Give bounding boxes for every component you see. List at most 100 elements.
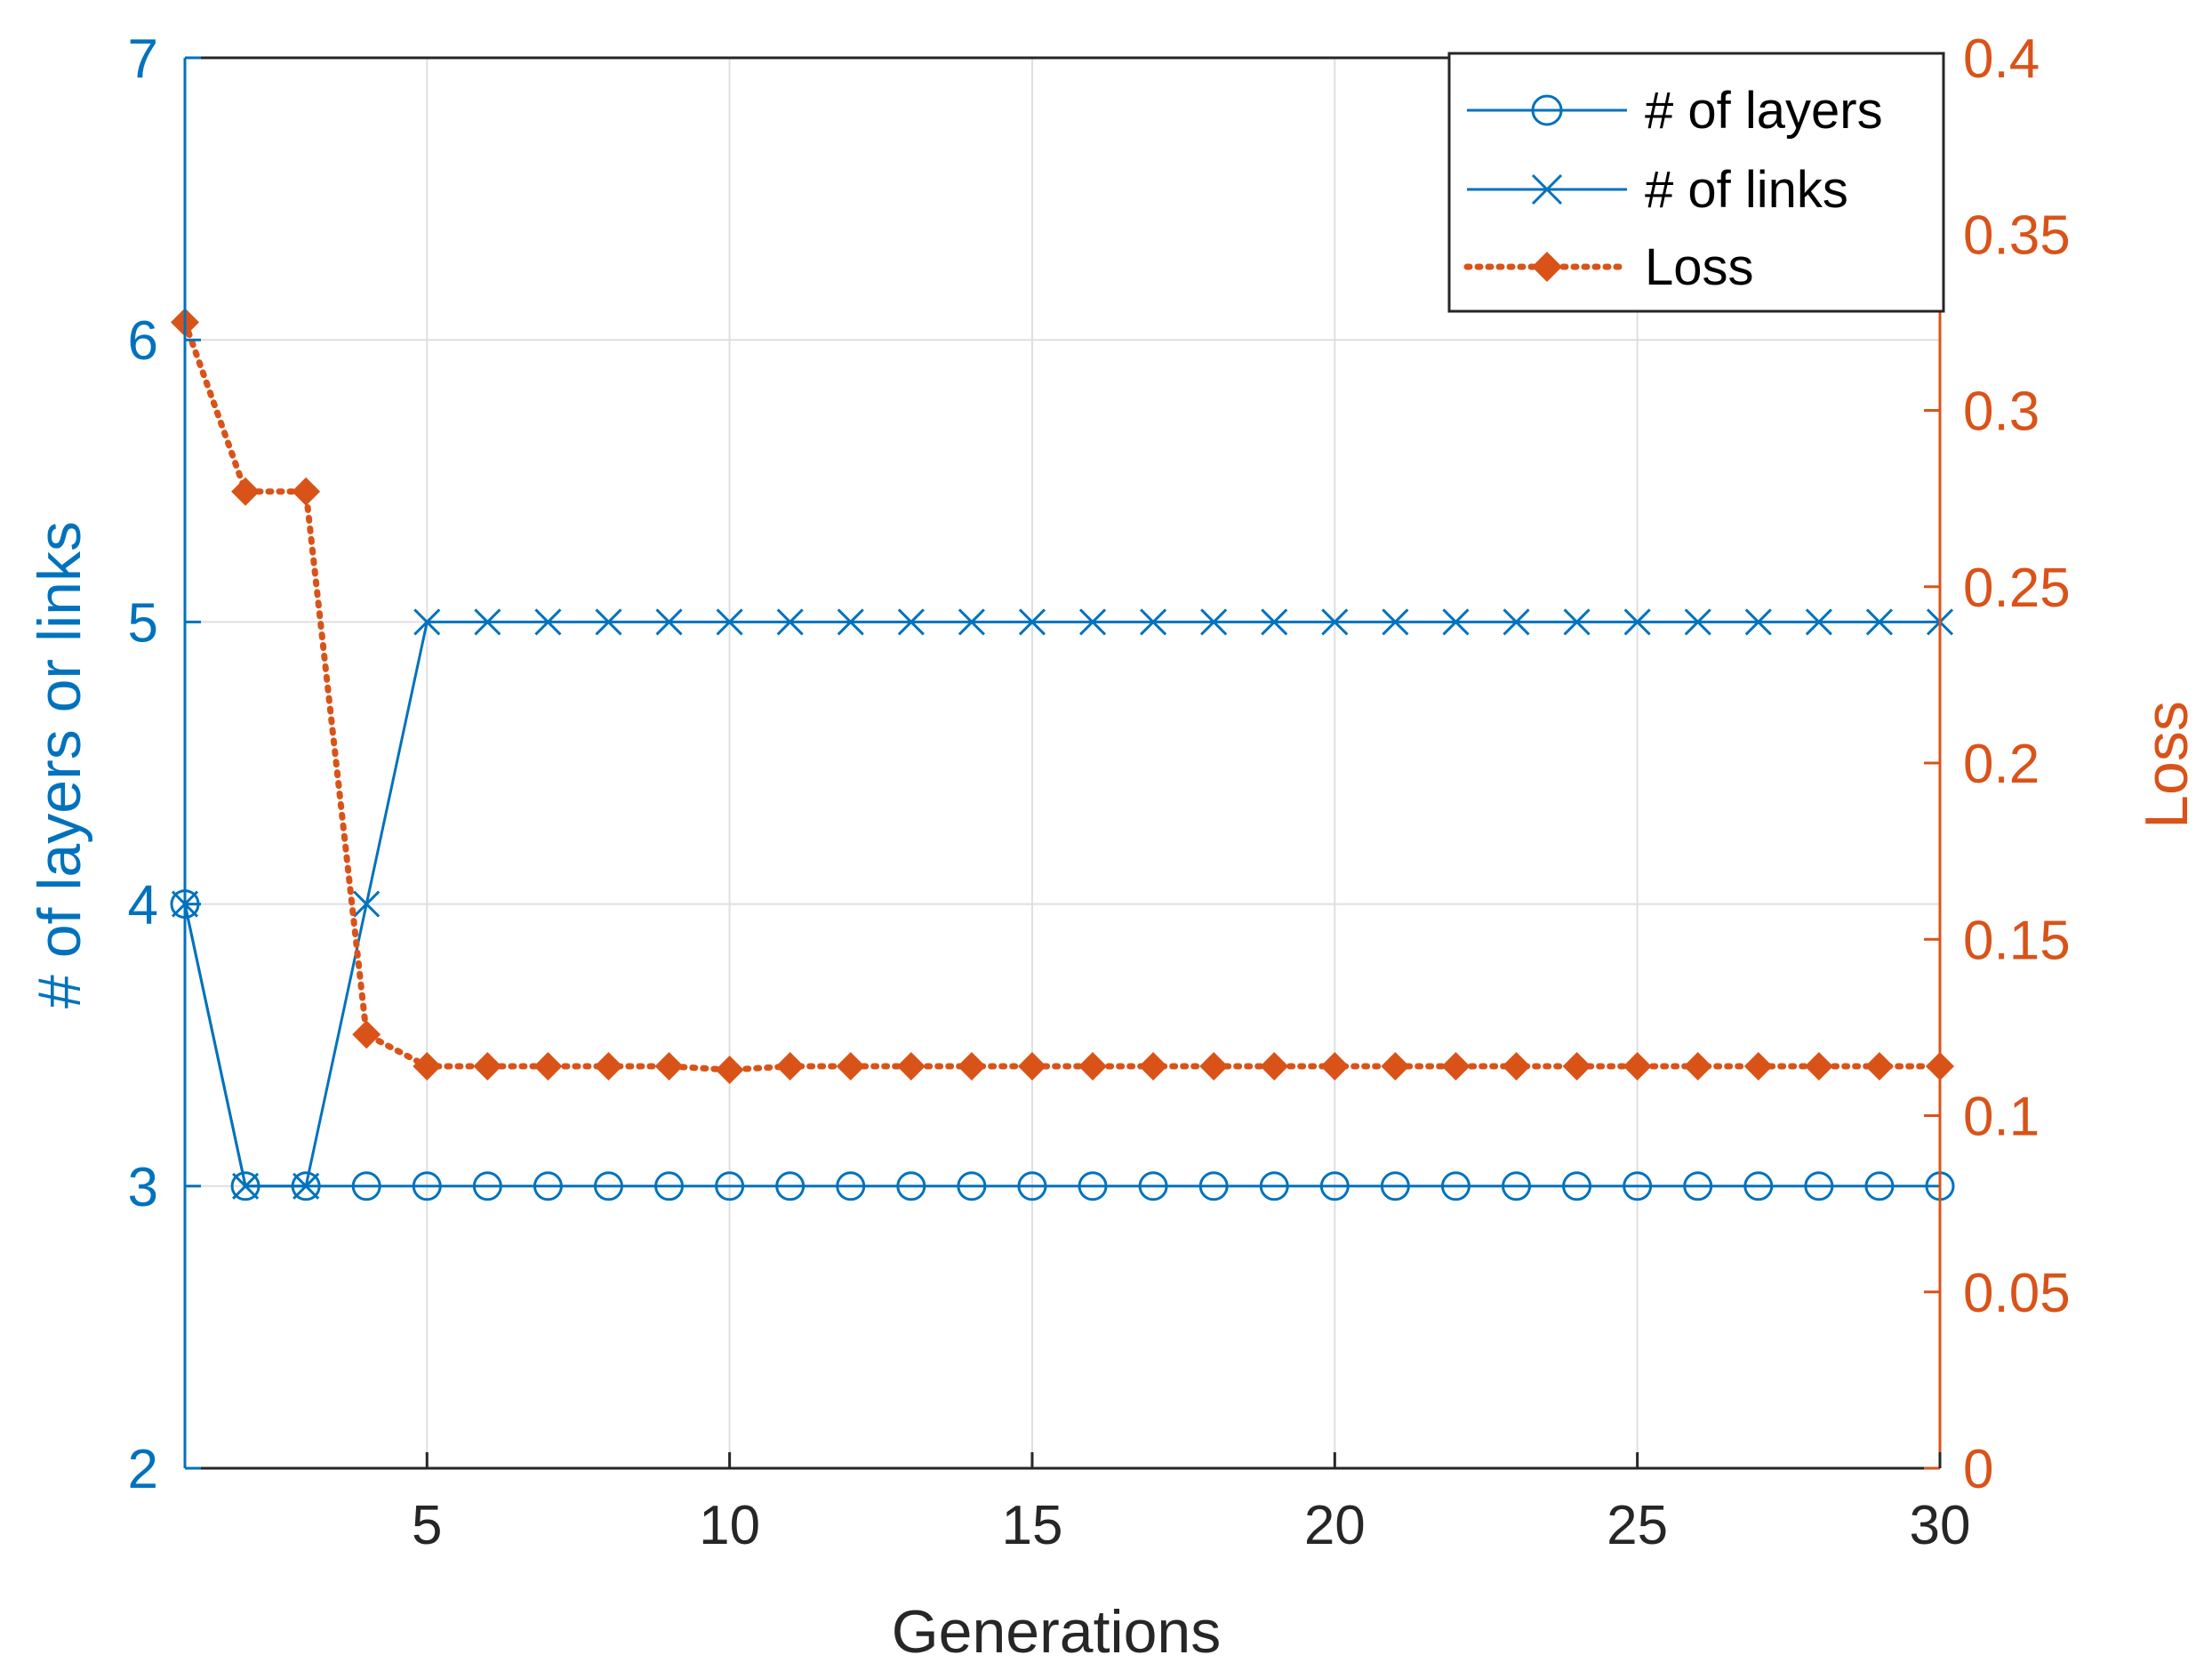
data-point-x [1684,608,1711,636]
data-point-x [1744,608,1772,636]
legend-marker-diamond [1532,252,1562,282]
data-point-diamond [473,1051,502,1081]
data-point-diamond [1864,1051,1894,1081]
data-point-x [776,608,804,636]
data-point-circle [533,1171,563,1201]
data-point-diamond [1017,1051,1046,1081]
data-point-circle [1138,1171,1168,1201]
data-point-diamond [533,1051,563,1081]
data-point-circle [1804,1171,1834,1201]
data-point-diamond [1199,1051,1229,1081]
data-point-x [1865,608,1893,636]
data-point-x [716,608,743,636]
data-point-diamond [1562,1051,1591,1081]
data-point-circle [1623,1171,1653,1201]
data-point-x [474,608,501,636]
data-point-circle [351,1171,381,1201]
x-tick-label: 15 [1001,1495,1062,1556]
data-point-circle [836,1171,866,1201]
y-left-tick-label: 6 [128,310,158,372]
data-point-diamond [1623,1051,1652,1081]
data-point-circle [1683,1171,1713,1201]
data-point-x [413,608,441,636]
y-axis-left-label: # of layers or links [26,521,93,1008]
y-right-tick-label: 0.2 [1963,734,2040,795]
tick-labels: 2 3 4 5 6 7 0 0.05 0.1 0.15 0.2 0.25 0.3 0.35 0.4 5 10 15… [128,28,2071,1556]
x-tick-label: 10 [699,1495,760,1556]
data-point-diamond [413,1051,442,1081]
y-right-tick-label: 0.4 [1963,28,2040,90]
data-point-diamond [292,477,321,506]
x-tick-label: 20 [1304,1495,1366,1556]
series-layer [170,308,1955,1201]
data-point-x [1623,608,1651,636]
data-point-circle [1259,1171,1289,1201]
x-tick-label: 30 [1910,1495,1971,1556]
y-left-tick-label: 2 [128,1439,158,1500]
data-point-x [1442,608,1470,636]
data-point-x [1018,608,1046,636]
data-point-diamond [1260,1051,1289,1081]
legend-entry-loss: Loss [1463,238,1754,296]
data-point-circle [654,1171,685,1201]
data-point-circle [775,1171,805,1201]
data-point-circle [1743,1171,1774,1201]
data-point-x [1321,608,1349,636]
data-point-diamond [1139,1051,1168,1081]
data-point-circle [1198,1171,1229,1201]
y-axis-right-label: Loss [2133,701,2200,829]
data-point-diamond [1441,1051,1471,1081]
data-point-circle [715,1171,745,1201]
data-point-x [1200,608,1228,636]
legend-label-links: # of links [1645,161,1848,219]
y-right-tick-label: 0.3 [1963,382,2040,443]
y-right-tick-label: 0.05 [1963,1263,2071,1324]
data-point-circle [1380,1171,1410,1201]
data-point-diamond [715,1055,744,1084]
x-tick-label: 5 [412,1495,442,1556]
data-point-circle [1078,1171,1108,1201]
data-point-circle [1864,1171,1895,1201]
data-point-circle [1502,1171,1532,1201]
y-left-tick-label: 5 [128,592,158,654]
data-point-diamond [1502,1051,1531,1081]
y-left-tick-label: 4 [128,875,158,936]
data-point-circle [1017,1171,1047,1201]
legend: # of layers # of links Loss [1447,52,1945,313]
x-axis-label: Generations [892,1598,1221,1666]
data-point-diamond [594,1051,623,1081]
data-point-x [897,608,925,636]
legend-label-layers: # of layers [1645,82,1883,140]
x-tick-label: 25 [1607,1495,1668,1556]
data-point-diamond [352,1020,381,1049]
data-point-diamond [836,1051,865,1081]
legend-label-loss: Loss [1645,238,1754,296]
data-point-x [1382,608,1409,636]
data-point-diamond [1804,1051,1833,1081]
legend-entry-layers: # of layers [1467,82,1883,140]
data-point-circle [593,1171,623,1201]
data-point-diamond [775,1051,805,1081]
y-right-tick-label: 0.35 [1963,205,2071,266]
series-line-2 [181,318,1944,1073]
data-point-circle [1562,1171,1592,1201]
y-right-tick-label: 0.25 [1963,558,2071,619]
y-right-tick-label: 0.15 [1963,910,2071,971]
data-point-x [655,608,683,636]
data-point-x [1261,608,1288,636]
data-point-x [595,608,622,636]
data-point-circle [472,1171,502,1201]
data-point-diamond [1743,1051,1773,1081]
data-point-diamond [654,1051,684,1081]
data-point-x [1503,608,1530,636]
data-point-diamond [1320,1051,1350,1081]
data-point-x [534,608,562,636]
y-left-tick-label: 7 [128,28,158,90]
data-point-diamond [1078,1051,1108,1081]
data-point-x [837,608,864,636]
data-point-diamond [1381,1051,1410,1081]
data-point-diamond [957,1051,986,1081]
y-left-tick-label: 3 [128,1157,158,1218]
data-point-x [1078,608,1107,636]
